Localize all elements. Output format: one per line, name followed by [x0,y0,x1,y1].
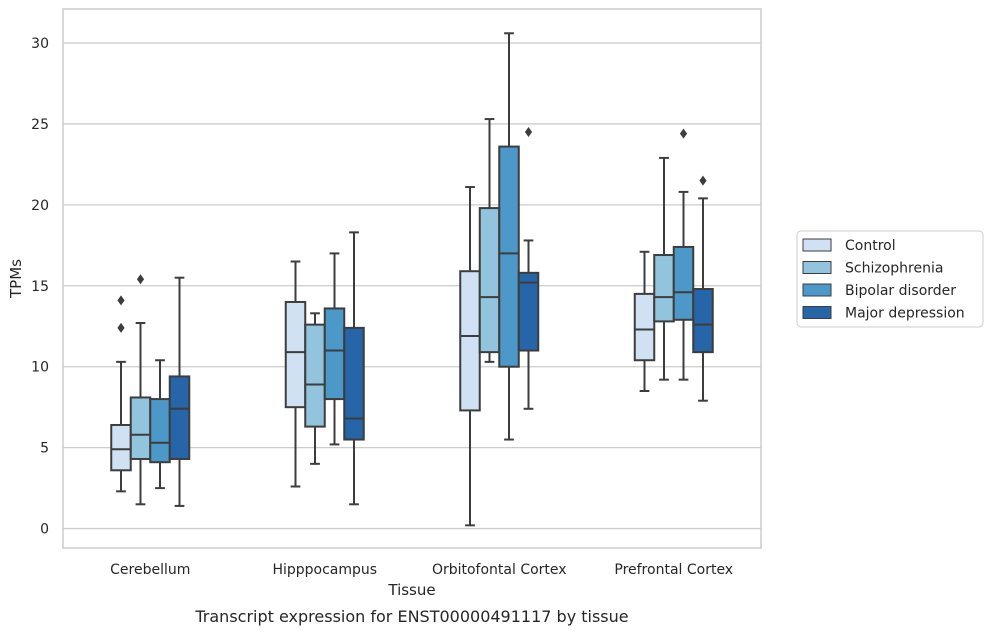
y-tick-label: 25 [31,117,49,133]
x-axis-label: Tissue [387,581,435,599]
box-iqr [149,398,171,464]
box-control [284,260,307,488]
box-schizophrenia [478,118,501,363]
box-iqr [284,300,307,409]
box-control [110,295,132,493]
y-tick-label: 15 [31,279,49,295]
box-iqr [323,307,346,401]
legend-swatch [802,283,832,297]
box-bipolar-disorder [149,359,171,490]
box-bipolar-disorder [672,128,695,381]
y-tick-label: 20 [31,198,49,214]
box-control [633,250,656,392]
box-control [459,186,481,527]
box-iqr [343,326,365,441]
y-tick-label: 30 [31,36,49,52]
legend-label: Schizophrenia [845,261,943,277]
y-tick-label: 0 [40,522,49,538]
box-bipolar-disorder [498,32,520,441]
box-iqr [653,254,675,323]
y-tick-label: 10 [31,360,49,376]
box-iqr [692,288,714,354]
outlier-point [699,175,707,186]
x-tick-label: Cerebellum [110,562,190,578]
box-major-depression [343,231,365,506]
legend-label: Control [845,238,896,254]
legend: Control Schizophrenia Bipolar disorder Majo… [796,230,984,328]
y-tick-labels: 0 5 10 15 20 25 30 [31,36,49,538]
outlier-point [679,128,688,139]
box-schizophrenia [304,312,326,465]
box-schizophrenia [129,274,152,506]
box-major-depression [692,175,714,402]
chart-title: Transcript expression for ENST0000049111… [194,607,628,626]
box-schizophrenia [653,156,675,381]
box-iqr [459,270,481,412]
outlier-point [117,295,125,306]
legend-swatch [802,261,832,274]
outlier-point [117,322,125,333]
x-tick-labels: Cerebellum Hipppocampus Orbitofontal Corte… [110,562,733,578]
legend-label: Bipolar disorder [845,283,956,299]
outlier-point [524,127,533,138]
legend-swatch [802,306,832,319]
outlier-point [136,274,145,285]
legend-label: Major depression [845,306,965,322]
plot-frame [62,8,762,549]
box-iqr [517,271,540,352]
box-major-depression [517,127,540,410]
x-tick-label: Orbitofontal Cortex [432,562,567,578]
y-tick-label: 5 [40,441,49,457]
box-iqr [478,207,501,354]
box-major-depression [168,276,191,507]
box-iqr [304,323,326,428]
legend-frame [796,230,984,328]
box-iqr [498,145,520,368]
box-iqr [168,375,191,460]
box-iqr [672,245,695,321]
box-iqr [633,292,656,362]
x-tick-label: Prefrontal Cortex [614,562,733,578]
box-groups [110,32,714,527]
box-iqr [110,423,132,472]
box-iqr [129,396,152,460]
legend-swatch [802,238,832,252]
box-bipolar-disorder [323,252,346,446]
x-tick-label: Hipppocampus [272,562,377,578]
y-axis-label: TPMs [7,259,25,299]
